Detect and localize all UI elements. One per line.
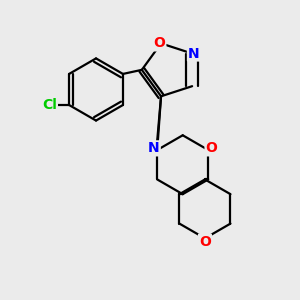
Text: N: N [148, 141, 160, 155]
Text: O: O [206, 141, 218, 155]
Text: O: O [154, 36, 165, 50]
Text: Cl: Cl [42, 98, 57, 112]
Text: O: O [199, 235, 211, 249]
Text: N: N [188, 46, 200, 61]
